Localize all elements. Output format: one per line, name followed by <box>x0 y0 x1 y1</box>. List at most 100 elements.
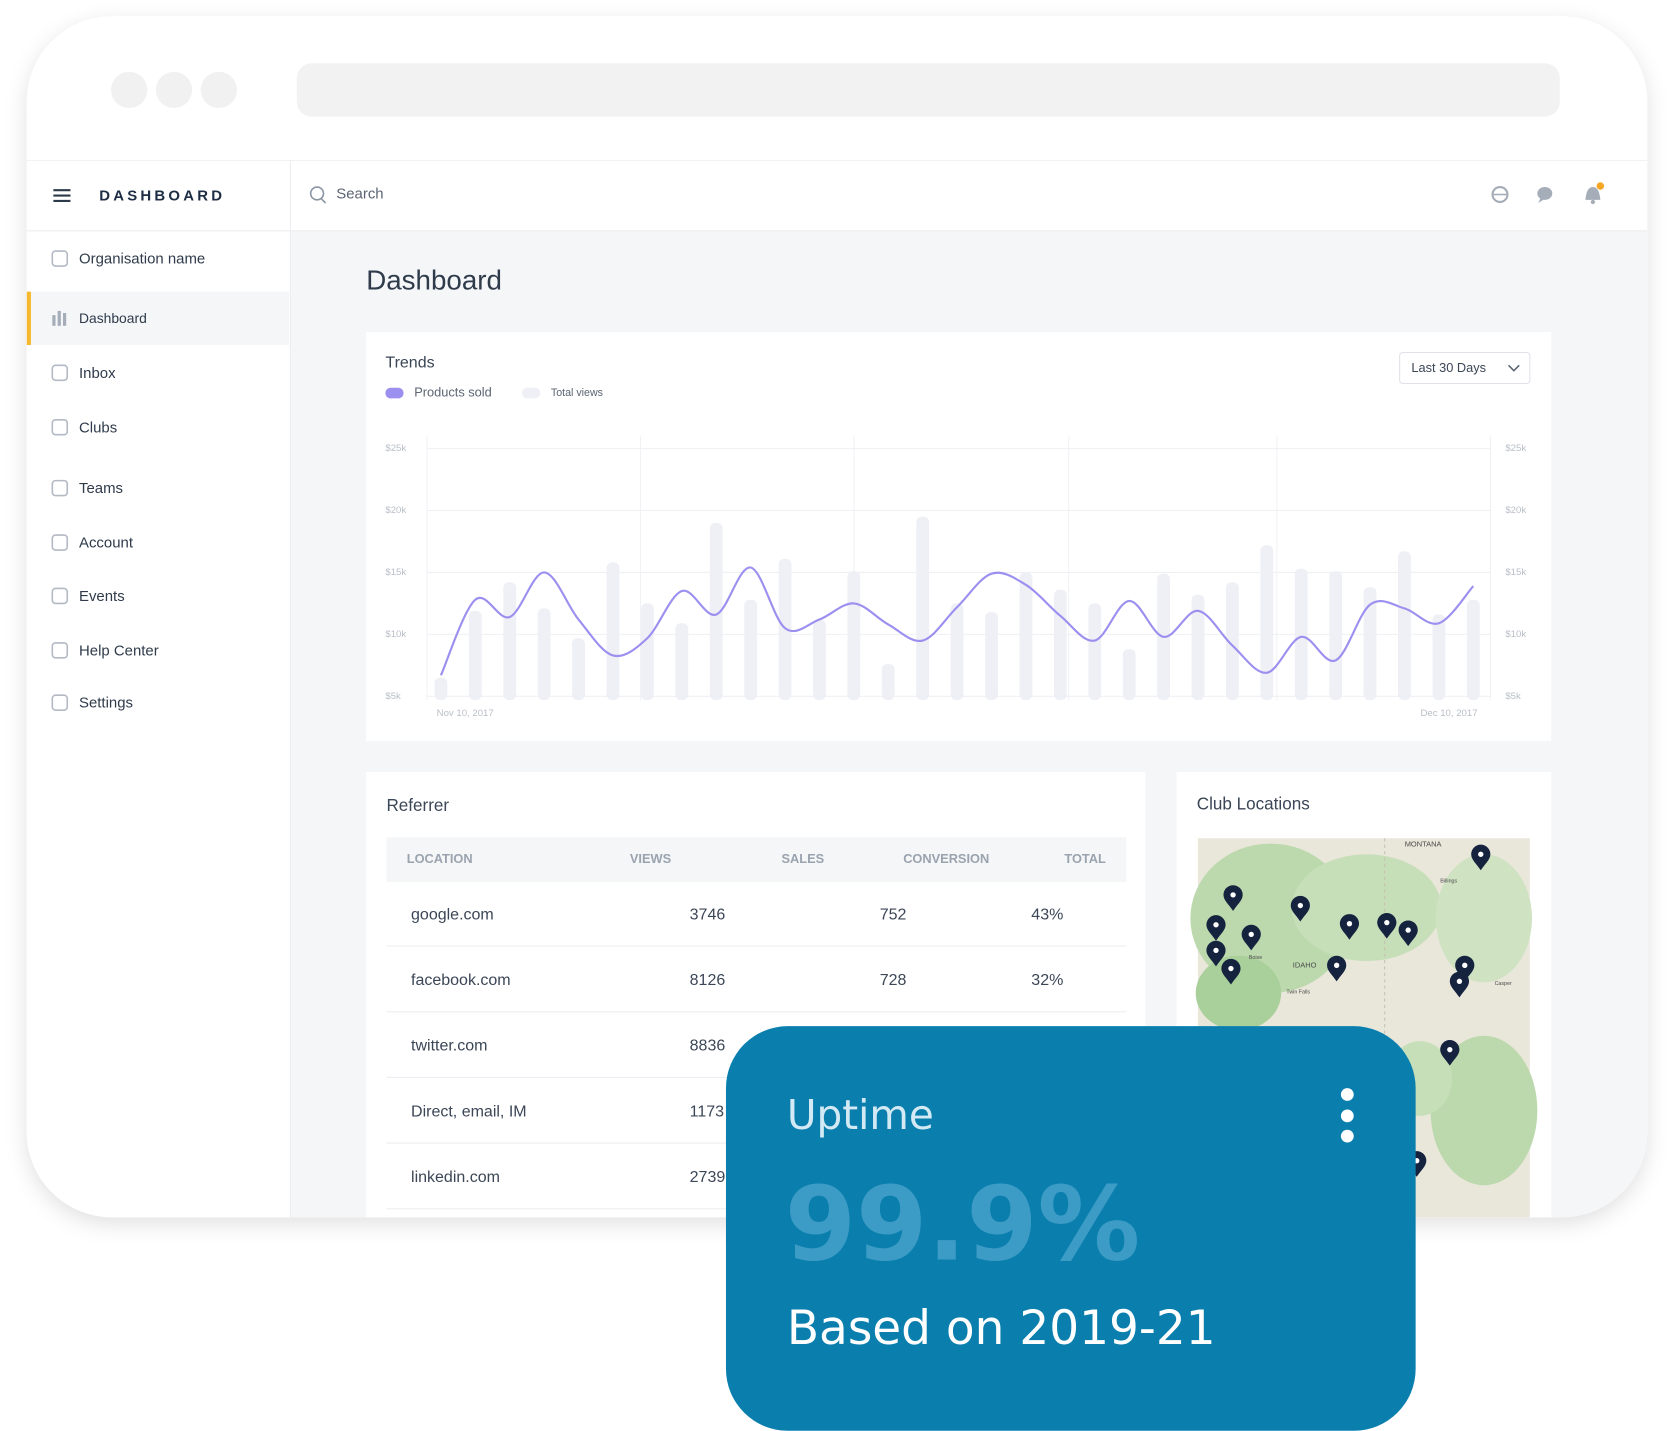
nav-icon <box>51 479 69 497</box>
y-tick-label: $20k <box>385 505 406 516</box>
bar <box>1260 545 1274 701</box>
referrer-title: Referrer <box>386 796 449 815</box>
map-pin[interactable] <box>1223 885 1243 911</box>
active-indicator <box>26 291 31 346</box>
map-pin-dot <box>1228 965 1234 972</box>
column-header: LOCATION <box>407 851 473 866</box>
uptime-note: Based on 2019-21 <box>787 1301 1216 1356</box>
nav-item[interactable]: Account <box>79 535 134 552</box>
y-tick-label: $5k <box>385 691 401 702</box>
map-pin-dot <box>1478 851 1484 857</box>
bar <box>1019 572 1033 701</box>
table-cell: linkedin.com <box>411 1169 500 1186</box>
nav-item[interactable]: Clubs <box>79 419 117 436</box>
map-pin[interactable] <box>1339 914 1360 940</box>
range-label[interactable]: Last 30 Days <box>1411 360 1486 375</box>
legend-swatch <box>385 387 404 399</box>
table-cell: 2739 <box>690 1169 726 1186</box>
bar <box>1398 551 1411 701</box>
nav-icon <box>52 315 56 326</box>
map-label: Boise <box>1249 955 1262 961</box>
nav-icon <box>51 642 69 659</box>
nav-icon <box>51 364 69 382</box>
nav-item[interactable]: Settings <box>79 695 133 712</box>
search-box[interactable]: Search <box>309 185 384 204</box>
map-pin-dot <box>1213 922 1219 928</box>
nav-item[interactable]: Teams <box>79 480 123 497</box>
map-label: Casper <box>1495 981 1512 987</box>
uptime-card: Uptime 99.9% Based on 2019-21 <box>725 1026 1416 1431</box>
bar <box>1363 587 1377 701</box>
chat-icon[interactable] <box>1537 187 1553 204</box>
map-pin[interactable] <box>1327 955 1347 982</box>
map-pin[interactable] <box>1440 1040 1460 1066</box>
table-header <box>386 837 1127 883</box>
map-pin[interactable] <box>1206 915 1226 941</box>
x-tick-label: Dec 10, 2017 <box>1420 708 1477 719</box>
map-pin[interactable] <box>1206 940 1226 967</box>
y2-tick-label: $5k <box>1505 691 1521 702</box>
window-dot <box>155 71 193 109</box>
uptime-title: Uptime <box>787 1091 934 1139</box>
y2-tick-label: $20k <box>1505 505 1526 516</box>
y-tick-label: $25k <box>385 443 406 454</box>
nav-item[interactable]: Dashboard <box>79 310 147 326</box>
line <box>439 566 1475 676</box>
bar <box>881 664 895 701</box>
bar <box>916 516 930 701</box>
nav-icon <box>51 418 69 436</box>
table-cell: 8126 <box>690 972 726 989</box>
globe-icon[interactable] <box>1491 185 1509 204</box>
table-cell: 728 <box>880 972 907 989</box>
search-placeholder[interactable]: Search <box>336 185 383 202</box>
map-pin-dot <box>1456 978 1463 985</box>
active-item-bg <box>26 291 290 346</box>
map-pin[interactable] <box>1241 924 1261 951</box>
table-cell: 752 <box>880 906 907 923</box>
brand: DASHBOARD <box>99 188 225 205</box>
map-label: IDAHO <box>1293 960 1317 969</box>
vertical-grid <box>426 435 1491 701</box>
map-title: Club Locations <box>1197 795 1310 814</box>
map-pin-dot <box>1462 962 1468 968</box>
menu-icon[interactable] <box>53 189 71 202</box>
y2-tick-label: $25k <box>1505 443 1526 454</box>
more-menu[interactable] <box>1340 1088 1354 1143</box>
map-label: MONTANA <box>1405 840 1442 849</box>
nav-item[interactable]: Help Center <box>79 642 159 659</box>
table-cell: 8836 <box>690 1038 726 1055</box>
bell-icon[interactable] <box>1585 182 1605 205</box>
map-pin[interactable] <box>1449 971 1470 998</box>
bar <box>537 608 551 701</box>
table-cell: google.com <box>411 906 494 923</box>
map-pin[interactable] <box>1290 895 1310 922</box>
map-pin-dot <box>1213 947 1219 954</box>
nav-item[interactable]: Organisation name <box>79 251 205 268</box>
nav-icon <box>51 587 69 605</box>
nav-icon <box>51 534 69 551</box>
map-pin-dot <box>1384 919 1390 926</box>
bar <box>1225 582 1239 701</box>
y-tick-label: $10k <box>385 629 406 640</box>
nav-item[interactable]: Events <box>79 588 125 605</box>
bar <box>468 610 482 701</box>
map-pin[interactable] <box>1377 913 1397 939</box>
bar <box>606 562 620 701</box>
bar <box>985 612 998 701</box>
nav-item[interactable]: Inbox <box>79 365 116 382</box>
page-title: Dashboard <box>366 264 502 295</box>
nav-icon <box>62 313 67 326</box>
legend-label: Total views <box>551 387 603 399</box>
range-dropdown[interactable]: Last 30 Days <box>1399 351 1531 385</box>
map-label: Billings <box>1440 878 1457 884</box>
column-header: SALES <box>781 851 824 866</box>
nav-icon <box>51 694 69 711</box>
chart-title: Trends <box>385 354 434 371</box>
bar <box>503 582 517 701</box>
column-header: VIEWS <box>630 851 672 866</box>
table-cell: facebook.com <box>411 972 511 989</box>
map-pin[interactable] <box>1221 958 1241 985</box>
map-pin[interactable] <box>1471 844 1491 871</box>
map-pin-dot <box>1346 921 1353 927</box>
map-pin[interactable] <box>1398 920 1418 947</box>
